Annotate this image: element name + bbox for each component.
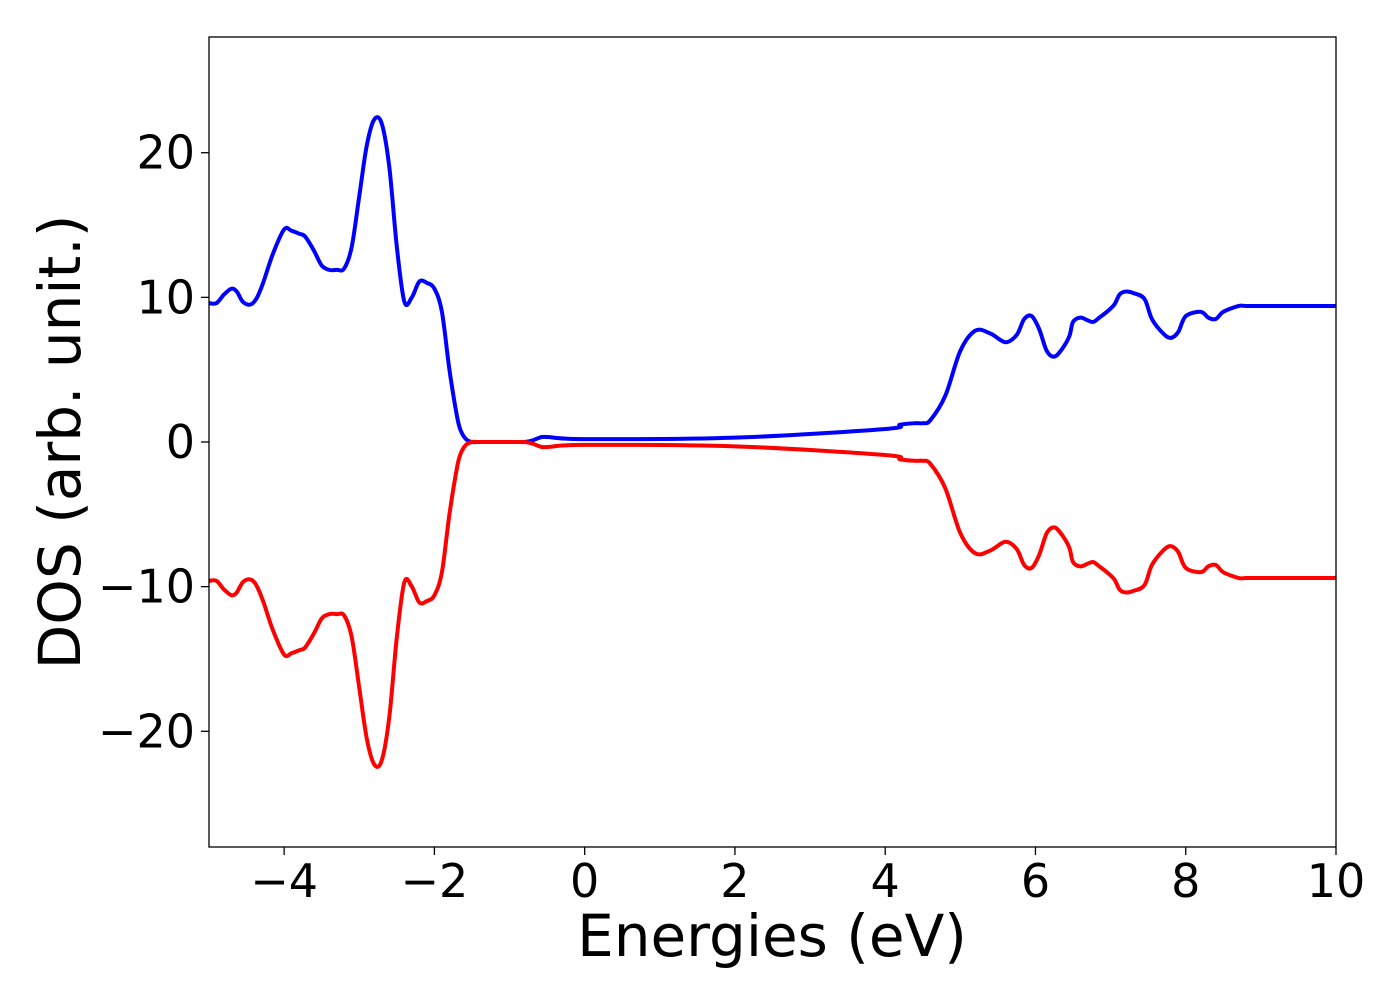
y-tick-label: 20 (136, 126, 195, 180)
x-axis-label: Energies (eV) (577, 902, 967, 970)
x-tick-label: 6 (1021, 854, 1050, 908)
y-axis-ticks: −20 −10 0 10 20 (98, 126, 209, 758)
dos-series-up-line (209, 115, 1336, 445)
dos-series-down-line (209, 439, 1336, 769)
x-tick-label: −2 (400, 854, 468, 908)
series-layer (209, 115, 1336, 769)
x-tick-label: 8 (1171, 854, 1200, 908)
x-axis-ticks: −4 −2 0 2 4 6 8 10 (250, 847, 1365, 908)
x-tick-label: −4 (250, 854, 318, 908)
y-axis-label: DOS (arb. unit.) (26, 215, 94, 670)
x-tick-label: 4 (871, 854, 900, 908)
y-tick-label: 10 (136, 270, 195, 324)
x-tick-label: 10 (1307, 854, 1366, 908)
y-tick-label: 0 (166, 415, 195, 469)
y-tick-label: −20 (98, 704, 195, 758)
y-tick-label: −10 (98, 560, 195, 614)
x-tick-label: 2 (720, 854, 749, 908)
x-tick-label: 0 (570, 854, 599, 908)
